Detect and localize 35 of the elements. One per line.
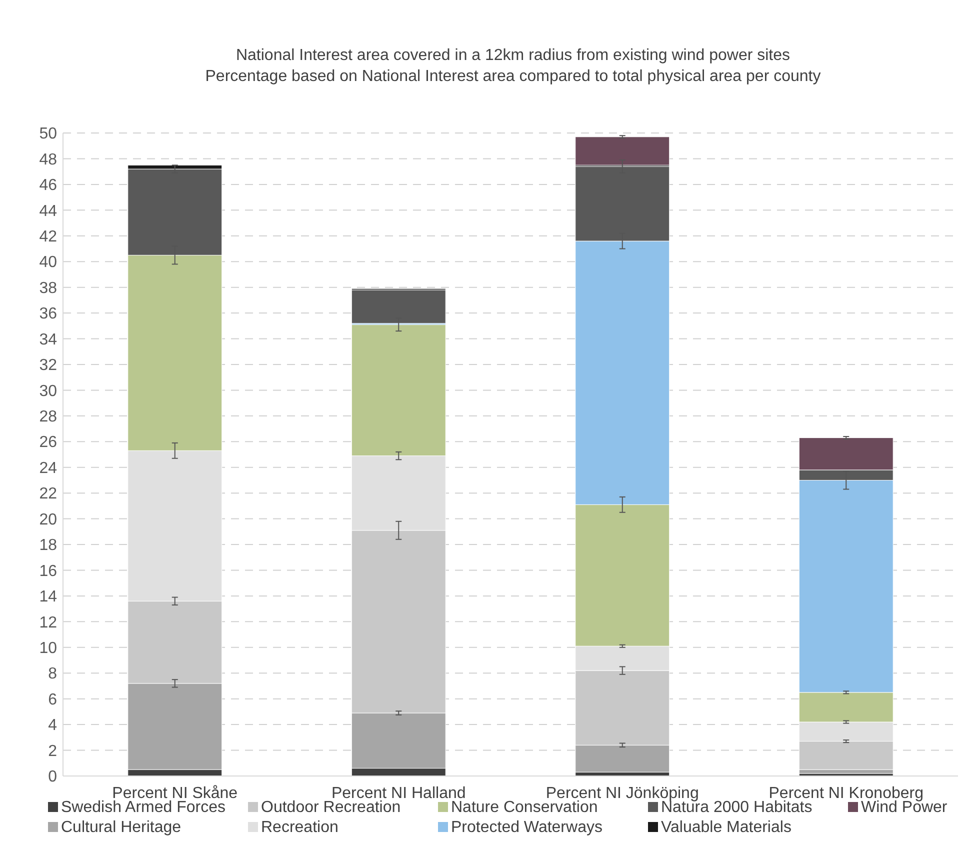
y-tick-label: 48	[39, 151, 58, 168]
y-tick-label: 40	[39, 254, 58, 272]
y-tick-label: 24	[39, 460, 58, 477]
y-tick-label: 4	[48, 717, 58, 734]
y-tick-label: 2	[48, 742, 58, 760]
y-tick-label: 22	[39, 486, 58, 503]
legend-label: Valuable Materials	[661, 819, 792, 836]
chart-subtitle: Percentage based on National Interest area compared to total physical area per county	[205, 68, 821, 85]
legend-label: Swedish Armed Forces	[61, 799, 226, 816]
y-tick-label: 12	[39, 614, 58, 632]
y-tick-label: 28	[39, 408, 58, 426]
y-tick-label: 0	[48, 768, 58, 786]
legend-label: Protected Waterways	[451, 819, 602, 836]
y-tick-label: 6	[48, 691, 58, 708]
y-tick-label: 38	[39, 280, 58, 297]
legend-label: Recreation	[261, 819, 338, 836]
y-tick-label: 16	[39, 562, 58, 580]
y-tick-label: 18	[39, 537, 58, 554]
y-tick-label: 10	[39, 640, 58, 657]
y-tick-label: 36	[39, 306, 58, 323]
legend-label: Outdoor Recreation	[261, 799, 401, 816]
legend-label: Nature Conservation	[451, 799, 598, 816]
y-tick-label: 42	[39, 228, 58, 246]
y-tick-label: 8	[48, 666, 58, 683]
chart-title: National Interest area covered in a 12km radius from existing wind power sites	[236, 47, 790, 64]
y-tick-label: 20	[39, 511, 58, 528]
y-tick-label: 50	[39, 126, 58, 143]
y-tick-label: 34	[39, 331, 58, 348]
y-tick-label: 46	[39, 177, 58, 194]
legend-label: Cultural Heritage	[61, 819, 182, 836]
y-tick-label: 44	[39, 202, 58, 220]
y-tick-label: 30	[39, 382, 58, 400]
y-tick-label: 26	[39, 434, 58, 452]
y-tick-label: 32	[39, 357, 58, 374]
y-tick-label: 14	[39, 588, 58, 606]
